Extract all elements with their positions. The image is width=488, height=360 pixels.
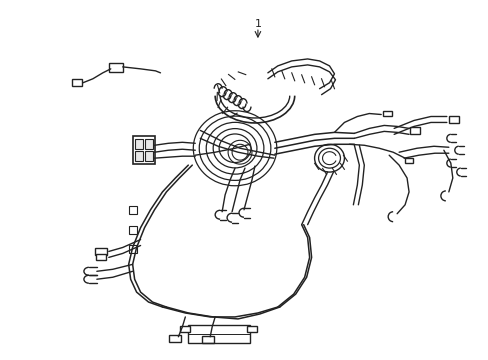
- Bar: [134, 139, 142, 149]
- Bar: [96, 255, 105, 260]
- Bar: [404, 158, 412, 163]
- Bar: [246, 326, 256, 332]
- Bar: [409, 127, 419, 134]
- Bar: [144, 139, 152, 149]
- Bar: [169, 335, 181, 342]
- Bar: [128, 206, 136, 214]
- Bar: [382, 111, 391, 117]
- Bar: [188, 325, 249, 343]
- Text: 1: 1: [254, 19, 261, 29]
- Bar: [128, 226, 136, 234]
- Bar: [132, 136, 154, 164]
- Bar: [144, 151, 152, 161]
- Bar: [72, 79, 82, 86]
- Bar: [180, 326, 190, 332]
- Bar: [128, 246, 136, 253]
- Bar: [95, 248, 106, 255]
- Bar: [134, 151, 142, 161]
- Bar: [202, 336, 214, 343]
- Bar: [448, 116, 458, 123]
- Bar: [108, 63, 122, 72]
